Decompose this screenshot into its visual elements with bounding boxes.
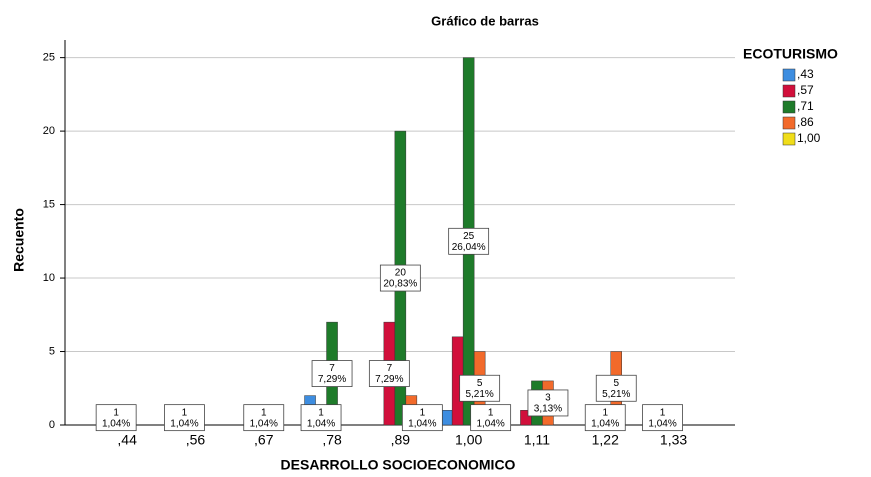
data-label-percent: 5,21% bbox=[602, 389, 630, 400]
data-label-count: 5 bbox=[477, 378, 483, 389]
data-label-percent: 26,04% bbox=[452, 242, 486, 253]
data-label: 11,04% bbox=[642, 404, 683, 432]
y-tick-label: 15 bbox=[43, 198, 55, 210]
data-label-percent: 1,04% bbox=[170, 418, 198, 429]
data-label-box bbox=[527, 389, 569, 417]
data-label-box bbox=[459, 374, 501, 402]
data-label: 11,04% bbox=[164, 404, 205, 432]
data-label-box bbox=[642, 404, 683, 432]
data-label-percent: 1,04% bbox=[102, 418, 130, 429]
legend-swatch bbox=[782, 116, 796, 130]
data-label-box bbox=[379, 264, 421, 292]
data-label-box bbox=[584, 404, 626, 432]
data-label: 11,04% bbox=[243, 404, 285, 432]
data-label-box bbox=[470, 404, 512, 432]
data-label-box bbox=[95, 404, 137, 432]
data-label: 11,04% bbox=[95, 404, 137, 432]
y-axis-label: Recuento bbox=[11, 208, 27, 272]
data-label-percent: 1,04% bbox=[250, 418, 278, 429]
legend-label: ,43 bbox=[797, 67, 814, 81]
data-label-box bbox=[595, 374, 637, 402]
data-label-count: 1 bbox=[113, 407, 119, 418]
data-label-percent: 5,21% bbox=[465, 389, 493, 400]
x-tick-label: ,44 bbox=[117, 432, 137, 448]
data-label-count: 7 bbox=[329, 363, 335, 374]
x-tick-label: ,89 bbox=[391, 432, 411, 448]
data-label-count: 1 bbox=[318, 407, 324, 418]
legend-swatch bbox=[782, 84, 796, 98]
data-label-box bbox=[311, 360, 353, 387]
legend-swatch bbox=[782, 68, 796, 82]
legend-swatch bbox=[782, 100, 796, 114]
data-label: 33,13% bbox=[527, 389, 569, 417]
data-label-count: 1 bbox=[420, 407, 426, 418]
data-label-count: 1 bbox=[602, 407, 608, 418]
data-label-count: 1 bbox=[261, 407, 267, 418]
legend-swatch bbox=[782, 132, 796, 146]
data-label: 55,21% bbox=[459, 374, 501, 402]
legend-label: ,86 bbox=[797, 115, 814, 129]
y-tick-label: 25 bbox=[43, 52, 55, 64]
bar bbox=[440, 410, 453, 426]
data-label-percent: 7,29% bbox=[375, 374, 403, 385]
data-label: 77,29% bbox=[368, 360, 410, 387]
data-label-percent: 1,04% bbox=[648, 418, 676, 429]
data-label-percent: 1,04% bbox=[591, 418, 619, 429]
legend-label: 1,00 bbox=[797, 131, 821, 145]
y-tick-label: 5 bbox=[49, 345, 55, 357]
data-label-box bbox=[448, 227, 490, 255]
legend-label: ,71 bbox=[797, 99, 814, 113]
x-tick-label: 1,11 bbox=[524, 432, 550, 448]
data-label-percent: 1,04% bbox=[476, 418, 504, 429]
data-label-percent: 3,13% bbox=[534, 404, 562, 415]
data-label-percent: 1,04% bbox=[408, 418, 436, 429]
data-label-box bbox=[243, 404, 285, 432]
data-label-percent: 7,29% bbox=[318, 374, 346, 385]
data-label-percent: 1,04% bbox=[307, 418, 335, 429]
data-label-percent: 20,83% bbox=[383, 279, 417, 290]
x-tick-label: ,78 bbox=[322, 432, 342, 448]
data-label-box bbox=[368, 360, 410, 387]
data-label: 77,29% bbox=[311, 360, 353, 387]
data-label-count: 1 bbox=[182, 407, 188, 418]
chart-title: Gráfico de barras bbox=[431, 13, 539, 28]
data-label-count: 1 bbox=[660, 407, 666, 418]
x-tick-label: ,67 bbox=[254, 432, 274, 448]
data-label-box bbox=[164, 404, 205, 432]
data-label-count: 3 bbox=[545, 393, 551, 404]
y-tick-label: 0 bbox=[49, 419, 55, 431]
data-label-count: 5 bbox=[613, 378, 619, 389]
data-label: 11,04% bbox=[470, 404, 512, 432]
y-tick-label: 20 bbox=[43, 125, 55, 137]
data-label-count: 20 bbox=[395, 268, 407, 279]
legend-title: ECOTURISMO bbox=[743, 46, 838, 62]
x-tick-label: 1,33 bbox=[660, 432, 687, 448]
data-label-count: 1 bbox=[488, 407, 494, 418]
data-label-box bbox=[401, 404, 443, 432]
data-label: 11,04% bbox=[300, 404, 342, 432]
legend-label: ,57 bbox=[797, 83, 814, 97]
x-tick-label: ,56 bbox=[186, 432, 206, 448]
data-label-count: 7 bbox=[387, 363, 393, 374]
x-tick-label: 1,22 bbox=[592, 432, 619, 448]
data-label: 11,04% bbox=[584, 404, 626, 432]
data-label: 55,21% bbox=[595, 374, 637, 402]
data-label: 11,04% bbox=[401, 404, 443, 432]
y-tick-label: 10 bbox=[43, 272, 55, 284]
x-tick-label: 1,00 bbox=[455, 432, 482, 448]
data-label-count: 25 bbox=[463, 231, 475, 242]
x-axis-label: DESARROLLO SOCIOECONOMICO bbox=[281, 457, 516, 473]
data-label-box bbox=[300, 404, 342, 432]
